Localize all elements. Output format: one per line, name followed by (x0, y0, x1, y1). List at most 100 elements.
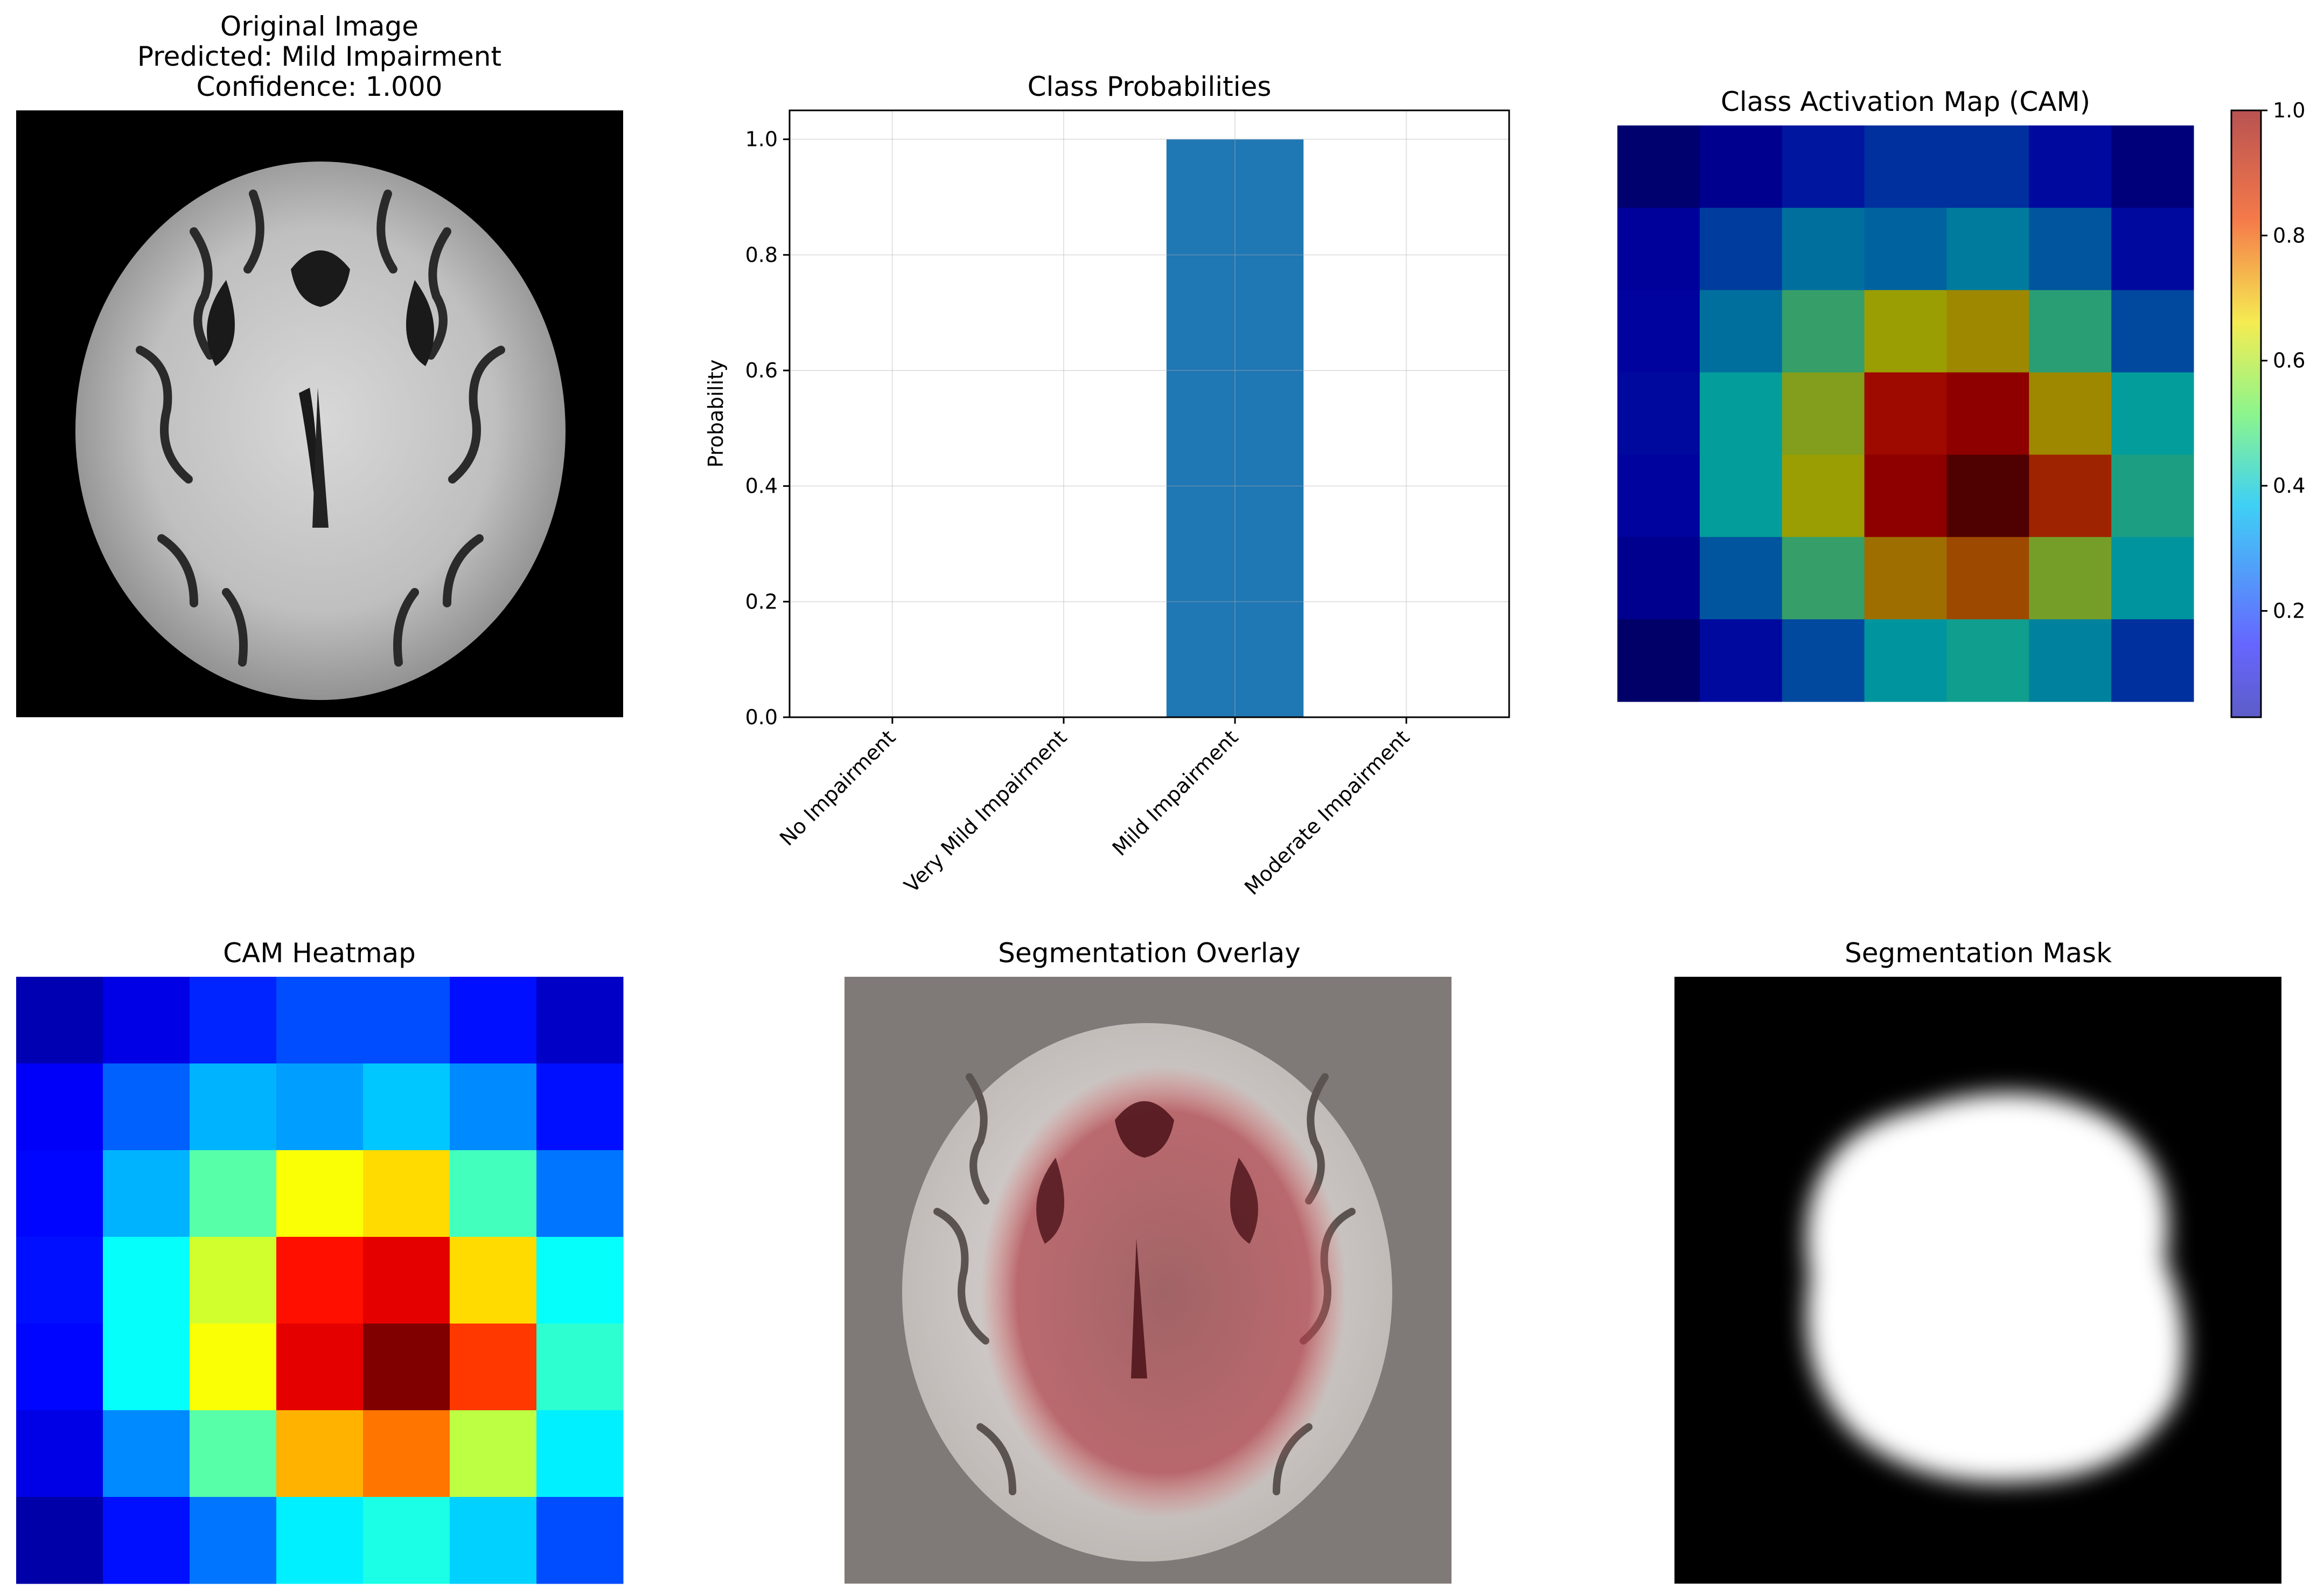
heatmap-cell (363, 1324, 450, 1411)
cam-cell (1946, 290, 2029, 373)
heatmap-cell (16, 1324, 103, 1411)
cam-cell (2111, 207, 2194, 291)
cam-cell (1864, 537, 1947, 620)
cam-cell (1782, 537, 1865, 620)
x-tick-label: Moderate Impairment (1240, 725, 1414, 899)
heatmap-cell (190, 1410, 277, 1497)
heatmap-cell (536, 977, 624, 1064)
colorbar-tick-label: 0.4 (2273, 474, 2305, 498)
heatmap-cell (276, 1150, 364, 1237)
heatmap-cell (103, 977, 190, 1064)
original-title-confidence: Confidence: 1.000 (196, 71, 442, 102)
heatmap-cell (16, 1237, 103, 1324)
cam-cell (1946, 454, 2029, 537)
segmentation-mask-title: Segmentation Mask (1845, 937, 2112, 969)
y-tick-label: 0.0 (745, 705, 778, 729)
heatmap-cell (363, 1150, 450, 1237)
segmentation-overlay-panel: Segmentation Overlay (845, 937, 1451, 1584)
heatmap-cell (16, 1063, 103, 1151)
cam-cell (1617, 372, 1700, 455)
cam-cell (1782, 207, 1865, 291)
cam-cell (1946, 372, 2029, 455)
cam-cell (1864, 454, 1947, 537)
cam-cell (2029, 125, 2112, 208)
cam-cell (2029, 619, 2112, 702)
heatmap-cell (363, 1410, 450, 1497)
heatmap-cell (103, 1063, 190, 1151)
heatmap-cell (363, 1063, 450, 1151)
cam-cell (2111, 372, 2194, 455)
cam-heatmap-title: CAM Heatmap (223, 937, 416, 969)
heatmap-cell (103, 1497, 190, 1584)
heatmap-cell (16, 1497, 103, 1584)
heatmap-cell (450, 1150, 537, 1237)
cam-cell (1782, 619, 1865, 702)
bar-chart-axes-frame (788, 109, 1510, 718)
bar-chart-ylabel: Probability (704, 360, 728, 468)
cam-colorbar (2230, 109, 2262, 718)
heatmap-cell (16, 1410, 103, 1497)
x-tick-label: No Impairment (775, 725, 900, 850)
brain-scan-image (75, 162, 566, 700)
cam-cell (2111, 454, 2194, 537)
heatmap-cell (190, 1324, 277, 1411)
heatmap-cell (363, 977, 450, 1064)
heatmap-cell (190, 1237, 277, 1324)
bar-mild-impairment (1166, 139, 1304, 718)
cam-cell (1699, 207, 1783, 291)
cam-cell (1946, 537, 2029, 620)
cam-title: Class Activation Map (CAM) (1721, 86, 2090, 117)
y-tick-label: 0.2 (745, 590, 778, 613)
y-tick-label: 0.4 (745, 474, 778, 498)
heatmap-cell (363, 1497, 450, 1584)
segmentation-mask-panel: Segmentation Mask (1674, 937, 2281, 1584)
cam-cell (1782, 290, 1865, 373)
heatmap-cell (536, 1324, 624, 1411)
heatmap-cell (536, 1150, 624, 1237)
heatmap-cell (536, 1497, 624, 1584)
colorbar-tick-label: 0.6 (2273, 349, 2305, 373)
heatmap-cell (536, 1237, 624, 1324)
x-tick-label: Very Mild Impairment (899, 725, 1071, 897)
segmentation-overlay-image (902, 1023, 1392, 1562)
cam-cell (1699, 537, 1783, 620)
heatmap-cell (103, 1324, 190, 1411)
cam-cell (2029, 537, 2112, 620)
colorbar-tick-label: 0.8 (2273, 223, 2305, 247)
heatmap-cell (190, 1497, 277, 1584)
cam-cell (2029, 454, 2112, 537)
heatmap-cell (536, 1410, 624, 1497)
cam-cell (1699, 619, 1783, 702)
cam-cell (2111, 619, 2194, 702)
cam-cell (1617, 454, 1700, 537)
heatmap-cell (450, 1063, 537, 1151)
heatmap-cell (16, 1150, 103, 1237)
heatmap-cell (450, 977, 537, 1064)
cam-overlay-grid (1617, 125, 2194, 702)
y-tick-label: 1.0 (745, 128, 778, 151)
cam-cell (1617, 207, 1700, 291)
cam-cell (1864, 125, 1947, 208)
y-tick-label: 0.8 (745, 243, 778, 267)
cam-cell (2029, 290, 2112, 373)
heatmap-cell (276, 977, 364, 1064)
cam-cell (1864, 290, 1947, 373)
cam-cell (1864, 207, 1947, 291)
cam-cell (2029, 372, 2112, 455)
cam-cell (1617, 537, 1700, 620)
heatmap-cell (103, 1150, 190, 1237)
cam-colorbar-ticks: 0.2 0.4 0.6 0.8 1.0 (2261, 99, 2305, 622)
cam-cell (1864, 619, 1947, 702)
cam-cell (1699, 454, 1783, 537)
cam-cell (1946, 619, 2029, 702)
bar-chart-panel: Class Probabilities 0.0 0.2 0.4 0.6 0.8 1.0 N… (704, 71, 1510, 900)
heatmap-cell (276, 1324, 364, 1411)
cam-cell (2111, 125, 2194, 208)
heatmap-cell (276, 1063, 364, 1151)
heatmap-cell (450, 1324, 537, 1411)
y-tick-label: 0.6 (745, 359, 778, 382)
heatmap-cell (536, 1063, 624, 1151)
cam-cell (2111, 537, 2194, 620)
original-image-panel: Original Image Predicted: Mild Impairmen… (16, 11, 623, 717)
cam-cell (1617, 290, 1700, 373)
